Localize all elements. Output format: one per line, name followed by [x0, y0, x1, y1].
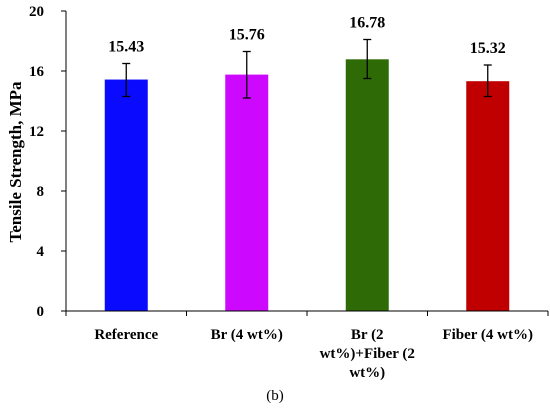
x-category-label: Reference: [94, 327, 158, 343]
x-axis: Reference Br (4 wt%) Br (2 wt%)+Fiber (2 wt%…: [65, 310, 549, 381]
y-axis-title: Tensile Strength, MPa: [6, 81, 25, 243]
data-label: 15.76: [229, 27, 265, 44]
y-tick-label: 0: [37, 304, 45, 320]
data-label: 15.43: [108, 39, 144, 56]
x-category-label: Br (4 wt%): [211, 327, 283, 343]
x-category-label: wt%): [349, 365, 385, 381]
y-tick-label: 4: [37, 244, 45, 260]
y-tick-label: 16: [29, 64, 45, 80]
x-category-label: Fiber (4 wt%): [442, 327, 533, 343]
bar: [104, 79, 148, 311]
figure-caption: (b): [266, 388, 284, 404]
bar: [345, 59, 389, 311]
x-category-label: wt%)+Fiber (2: [320, 346, 415, 362]
x-category-label: Br (2: [351, 327, 384, 343]
y-axis: 0 4 8 12 16 20: [29, 4, 67, 320]
data-label: 15.32: [470, 40, 506, 57]
y-tick-label: 8: [37, 184, 45, 200]
data-label: 16.78: [349, 15, 385, 32]
bar: [466, 81, 510, 311]
y-tick-label: 20: [29, 4, 44, 20]
bars: 15.43 15.76 16.78 15.32: [104, 15, 510, 311]
y-tick-label: 12: [29, 124, 44, 140]
bar: [225, 74, 269, 311]
